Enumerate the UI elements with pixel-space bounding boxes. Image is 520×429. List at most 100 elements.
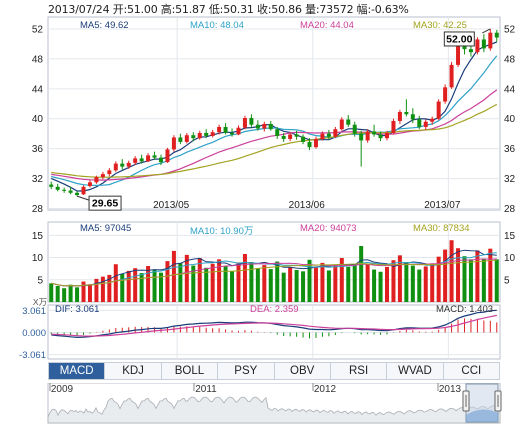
volume-bar	[94, 278, 99, 302]
volume-bar	[339, 258, 344, 302]
candle-body	[307, 141, 312, 148]
volume-bar	[384, 266, 390, 302]
volume-bar	[456, 248, 461, 302]
volume-bar	[372, 269, 377, 302]
volume-ma-label: MA10: 10.90万	[190, 226, 254, 237]
volume-y-tick-right: 5	[504, 275, 510, 286]
tab-macd[interactable]: MACD	[49, 363, 106, 379]
volume-bar	[75, 287, 80, 302]
volume-bar	[68, 284, 73, 302]
candle-body	[462, 44, 467, 50]
low-marker-pointer	[76, 195, 90, 201]
volume-bar	[294, 270, 299, 302]
volume-bar	[352, 263, 357, 302]
candle-body	[210, 132, 215, 136]
volume-bar	[359, 246, 364, 302]
volume-bar	[242, 254, 247, 302]
price-y-tick-right: 48	[504, 54, 516, 65]
price-ma-label: MA20: 44.04	[300, 20, 354, 31]
candle-body	[120, 163, 125, 167]
volume-bar	[197, 258, 202, 302]
volume-bar	[346, 266, 351, 302]
candle-body	[475, 39, 480, 53]
stock-chart[interactable]: 52 52 48 48 44 44 40 40 36 36 32 32 28 28 2013/05 2013/…	[0, 0, 520, 360]
volume-bar	[443, 249, 448, 302]
volume-bar	[268, 269, 273, 302]
volume-bar	[165, 261, 170, 302]
low-marker-text: 29.65	[92, 198, 118, 210]
price-y-tick-left: 40	[32, 114, 44, 125]
range-navigator[interactable]: 2009 2011 2012 2013	[0, 383, 520, 429]
candle-body	[146, 155, 151, 162]
candle-body	[410, 114, 415, 120]
volume-bar	[171, 250, 176, 302]
candle-body	[139, 158, 144, 162]
volume-bar	[481, 258, 486, 302]
candle-body	[423, 121, 428, 127]
volume-bar	[313, 266, 318, 302]
navigator-year-label: 2012	[314, 384, 337, 395]
candle-body	[333, 129, 338, 137]
indicator-tabs: MACD KDJ BOLL PSY OBV RSI WVAD CCI	[48, 362, 500, 380]
volume-bar	[49, 283, 54, 302]
candle-body	[230, 132, 235, 135]
volume-ma-label: MA5: 97045	[80, 223, 132, 234]
low-marker-box	[88, 195, 122, 211]
price-y-tick-left: 28	[32, 204, 44, 215]
volume-bar	[468, 259, 473, 302]
tab-rsi[interactable]: RSI	[331, 363, 388, 379]
tab-wvad[interactable]: WVAD	[387, 363, 444, 379]
candle-body	[152, 155, 157, 158]
volume-bar	[100, 276, 105, 302]
volume-bar	[236, 262, 241, 302]
dea-line	[51, 314, 497, 337]
volume-bar	[178, 262, 183, 302]
tab-obv[interactable]: OBV	[275, 363, 331, 379]
candle-body	[378, 134, 383, 139]
candle-body	[346, 119, 351, 125]
volume-bar	[417, 269, 422, 302]
candle-body	[197, 132, 202, 139]
tab-kdj[interactable]: KDJ	[105, 363, 162, 379]
volume-bar	[126, 270, 131, 302]
price-y-tick-right: 52	[504, 24, 516, 35]
candle-body	[326, 133, 331, 137]
price-panel: 52 52 48 48 44 44 40 40 36 36 32 32 28 28 2013/05 2013/…	[32, 16, 516, 215]
price-y-tick-left: 52	[32, 24, 44, 35]
tab-psy[interactable]: PSY	[218, 363, 275, 379]
candle-body	[443, 87, 448, 102]
candle-body	[242, 117, 247, 128]
candle-body	[204, 132, 209, 136]
candle-body	[126, 162, 131, 167]
candle-body	[113, 163, 118, 171]
volume-bar	[152, 269, 157, 302]
volume-bar	[230, 270, 235, 302]
candle-body	[430, 118, 435, 122]
tab-cci[interactable]: CCI	[461, 365, 482, 377]
candle-body	[275, 129, 280, 136]
tab-boll[interactable]: BOLL	[162, 363, 219, 379]
candle-body	[87, 182, 92, 187]
navigator-year-label: 2009	[51, 384, 74, 395]
volume-bar	[397, 255, 402, 302]
volume-bar	[404, 262, 409, 302]
volume-bar	[217, 259, 222, 302]
price-y-tick-left: 48	[32, 54, 44, 65]
candle-body	[468, 49, 473, 53]
candle-body	[191, 135, 196, 139]
price-y-tick-right: 32	[504, 174, 516, 185]
candle-body	[365, 131, 370, 141]
volume-bar	[288, 267, 293, 302]
volume-bar	[494, 259, 499, 302]
price-y-tick-right: 44	[504, 84, 516, 95]
volume-bar	[320, 262, 325, 302]
macd-y-tick: 3.061	[22, 306, 46, 317]
volume-bar	[436, 256, 441, 302]
candle-body	[372, 131, 377, 135]
macd-label: MACD: 1.403	[436, 304, 494, 315]
candle-body	[281, 135, 286, 139]
price-y-tick-right: 36	[504, 144, 516, 155]
volume-bar	[87, 284, 92, 302]
candle-body	[178, 137, 183, 142]
volume-bar	[107, 274, 112, 302]
